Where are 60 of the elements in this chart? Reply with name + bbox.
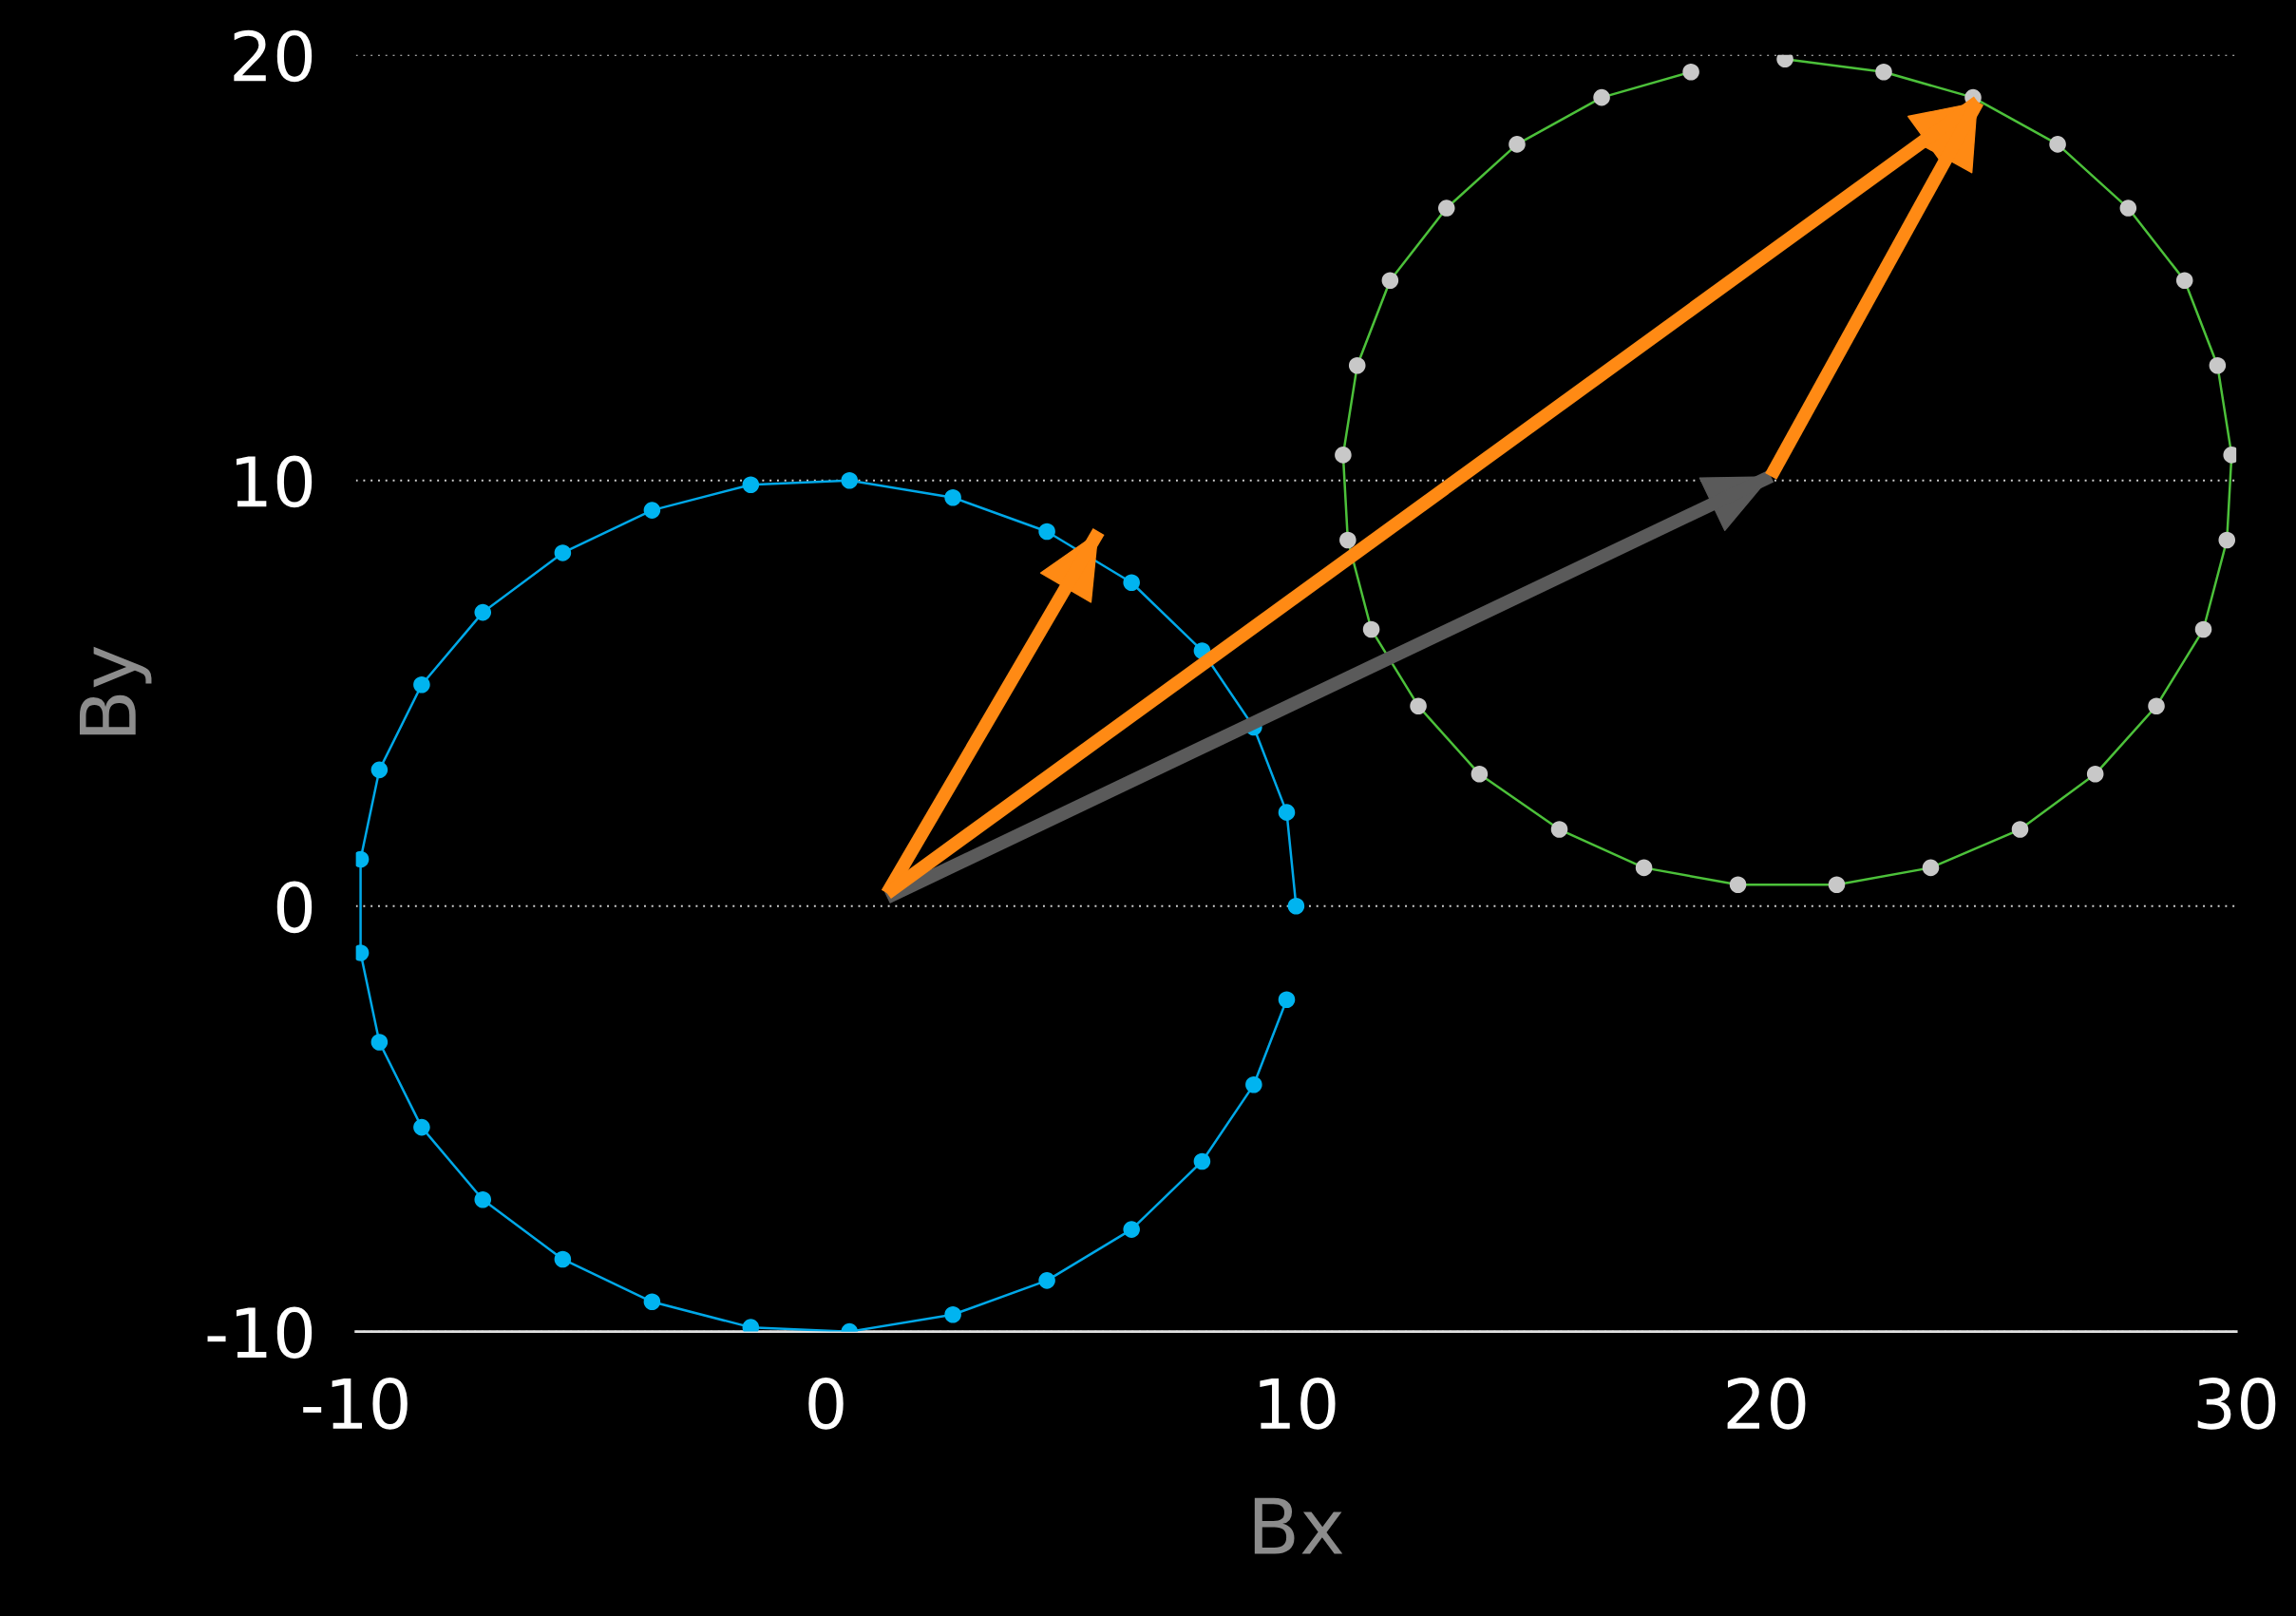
- point: [1635, 859, 1653, 877]
- point: [1278, 804, 1296, 821]
- point: [474, 1190, 492, 1208]
- x-axis-title: Bx: [1254, 1497, 1343, 1554]
- point: [2175, 272, 2193, 290]
- point: [1875, 63, 1892, 81]
- point: [1550, 821, 1568, 838]
- point: [944, 1305, 961, 1323]
- point: [1593, 88, 1610, 106]
- x-tick-label: 20: [1727, 1378, 1806, 1430]
- x-tick-label: -10: [303, 1378, 408, 1430]
- point: [474, 603, 492, 621]
- point: [2218, 531, 2236, 549]
- point: [1682, 63, 1699, 81]
- point: [1123, 574, 1140, 592]
- point: [554, 1250, 572, 1268]
- point: [1287, 897, 1305, 915]
- point: [1038, 523, 1055, 541]
- point: [1193, 1152, 1211, 1170]
- point: [1729, 876, 1747, 894]
- x-tick-label: 10: [1260, 1378, 1336, 1430]
- point: [2049, 136, 2066, 153]
- point: [1123, 1221, 1140, 1238]
- point: [2086, 766, 2104, 783]
- point: [841, 471, 859, 489]
- point: [2194, 620, 2212, 638]
- point: [1410, 697, 1427, 714]
- point: [1922, 859, 1940, 877]
- point: [413, 1118, 430, 1136]
- point: [1362, 620, 1380, 638]
- point: [1471, 766, 1489, 783]
- point: [1509, 136, 1526, 153]
- y-tick-label: 0: [276, 881, 313, 934]
- point: [1245, 1076, 1262, 1093]
- point: [1348, 357, 1366, 374]
- x-tick-label: 30: [2197, 1378, 2276, 1430]
- y-tick-label: 20: [234, 29, 313, 83]
- point: [2119, 200, 2137, 217]
- point: [413, 675, 430, 694]
- point: [1437, 200, 1455, 217]
- point: [944, 488, 961, 506]
- point: [370, 761, 389, 779]
- point: [1339, 531, 1357, 549]
- y-tick-label: -10: [207, 1306, 313, 1359]
- point: [2011, 821, 2029, 838]
- point: [1335, 447, 1352, 464]
- point: [554, 544, 572, 561]
- point: [1038, 1272, 1055, 1289]
- point: [370, 1034, 389, 1051]
- x-tick-label: 0: [808, 1378, 844, 1430]
- point: [643, 1293, 661, 1311]
- point: [1278, 991, 1296, 1009]
- y-axis-title: By: [79, 646, 152, 735]
- point: [1381, 272, 1399, 290]
- point: [2209, 357, 2227, 374]
- point: [1828, 876, 1846, 894]
- point: [643, 502, 661, 519]
- y-tick-label: 10: [237, 455, 313, 508]
- point: [2148, 697, 2165, 714]
- point: [742, 476, 760, 494]
